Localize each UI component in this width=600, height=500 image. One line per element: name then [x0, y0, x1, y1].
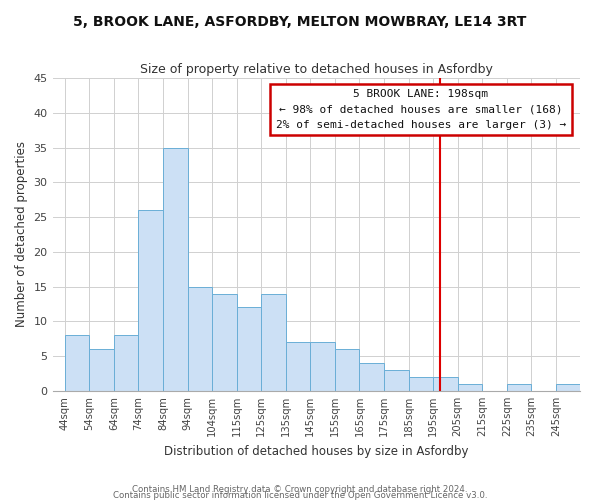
X-axis label: Distribution of detached houses by size in Asfordby: Distribution of detached houses by size … — [164, 444, 469, 458]
Bar — [359, 363, 384, 391]
Bar — [139, 210, 163, 391]
Bar — [261, 294, 286, 391]
Text: 5 BROOK LANE: 198sqm
← 98% of detached houses are smaller (168)
2% of semi-detac: 5 BROOK LANE: 198sqm ← 98% of detached h… — [276, 89, 566, 130]
Bar — [409, 377, 433, 391]
Text: Contains public sector information licensed under the Open Government Licence v3: Contains public sector information licen… — [113, 490, 487, 500]
Bar — [114, 336, 139, 391]
Bar — [65, 336, 89, 391]
Bar — [335, 349, 359, 391]
Y-axis label: Number of detached properties: Number of detached properties — [15, 142, 28, 328]
Bar — [163, 148, 188, 391]
Bar — [507, 384, 532, 391]
Bar — [188, 286, 212, 391]
Bar — [556, 384, 580, 391]
Bar — [310, 342, 335, 391]
Text: Contains HM Land Registry data © Crown copyright and database right 2024.: Contains HM Land Registry data © Crown c… — [132, 484, 468, 494]
Bar — [433, 377, 458, 391]
Bar — [236, 308, 261, 391]
Bar — [212, 294, 236, 391]
Bar — [384, 370, 409, 391]
Bar — [458, 384, 482, 391]
Bar — [89, 349, 114, 391]
Text: 5, BROOK LANE, ASFORDBY, MELTON MOWBRAY, LE14 3RT: 5, BROOK LANE, ASFORDBY, MELTON MOWBRAY,… — [73, 15, 527, 29]
Title: Size of property relative to detached houses in Asfordby: Size of property relative to detached ho… — [140, 62, 493, 76]
Bar — [286, 342, 310, 391]
